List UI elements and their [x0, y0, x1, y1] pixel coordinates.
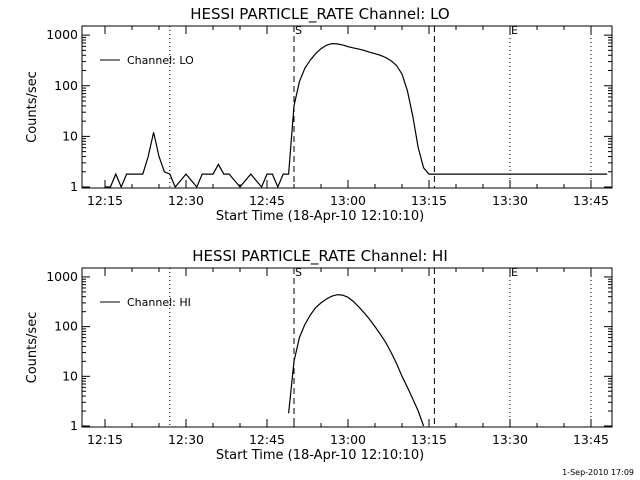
x-tick-label: 13:45: [573, 432, 609, 447]
y-tick-label: 10: [62, 368, 78, 383]
x-tick-label: 12:15: [87, 432, 123, 447]
x-axis-label: Start Time (18-Apr-10 12:10:10): [216, 448, 424, 463]
x-tick-label: 13:30: [492, 432, 528, 447]
y-tick-label: 100: [54, 319, 78, 334]
legend-label: Channel: HI: [127, 296, 191, 309]
event-marker-label: E: [511, 266, 518, 279]
event-marker-label: E: [511, 24, 518, 37]
x-axis-label: Start Time (18-Apr-10 12:10:10): [216, 209, 424, 224]
plot-timestamp: 1-Sep-2010 17:09: [562, 468, 634, 477]
y-axis-label: Counts/sec: [25, 71, 40, 143]
x-tick-label: 12:30: [168, 432, 204, 447]
x-tick-label: 13:15: [411, 193, 447, 208]
y-tick-label: 1: [70, 418, 78, 433]
x-tick-label: 13:15: [411, 432, 447, 447]
x-tick-label: 13:45: [573, 193, 609, 208]
chart-title: HESSI PARTICLE_RATE Channel: HI: [192, 247, 448, 266]
y-axis-label: Counts/sec: [25, 312, 40, 384]
x-tick-label: 13:00: [330, 193, 366, 208]
legend-label: Channel: LO: [127, 54, 194, 67]
x-tick-label: 13:00: [330, 432, 366, 447]
series-line: [288, 294, 425, 427]
y-tick-label: 1000: [46, 269, 78, 284]
plot-frame: [81, 25, 613, 189]
event-marker-label: S: [295, 266, 302, 279]
x-tick-label: 13:30: [492, 193, 528, 208]
y-tick-label: 10: [62, 128, 78, 143]
plot-timestamp-text: 1-Sep-2010 17:09: [562, 468, 634, 477]
y-tick-label: 1: [70, 179, 78, 194]
chart-title: HESSI PARTICLE_RATE Channel: LO: [190, 5, 449, 24]
x-tick-label: 12:30: [168, 193, 204, 208]
y-tick-label: 1000: [46, 27, 78, 42]
x-tick-label: 12:45: [249, 432, 285, 447]
x-tick-label: 12:15: [87, 193, 123, 208]
event-marker-label: S: [295, 24, 302, 37]
plot-frame: [81, 267, 613, 428]
series-line: [105, 42, 608, 189]
x-tick-label: 12:45: [249, 193, 285, 208]
y-tick-label: 100: [54, 78, 78, 93]
